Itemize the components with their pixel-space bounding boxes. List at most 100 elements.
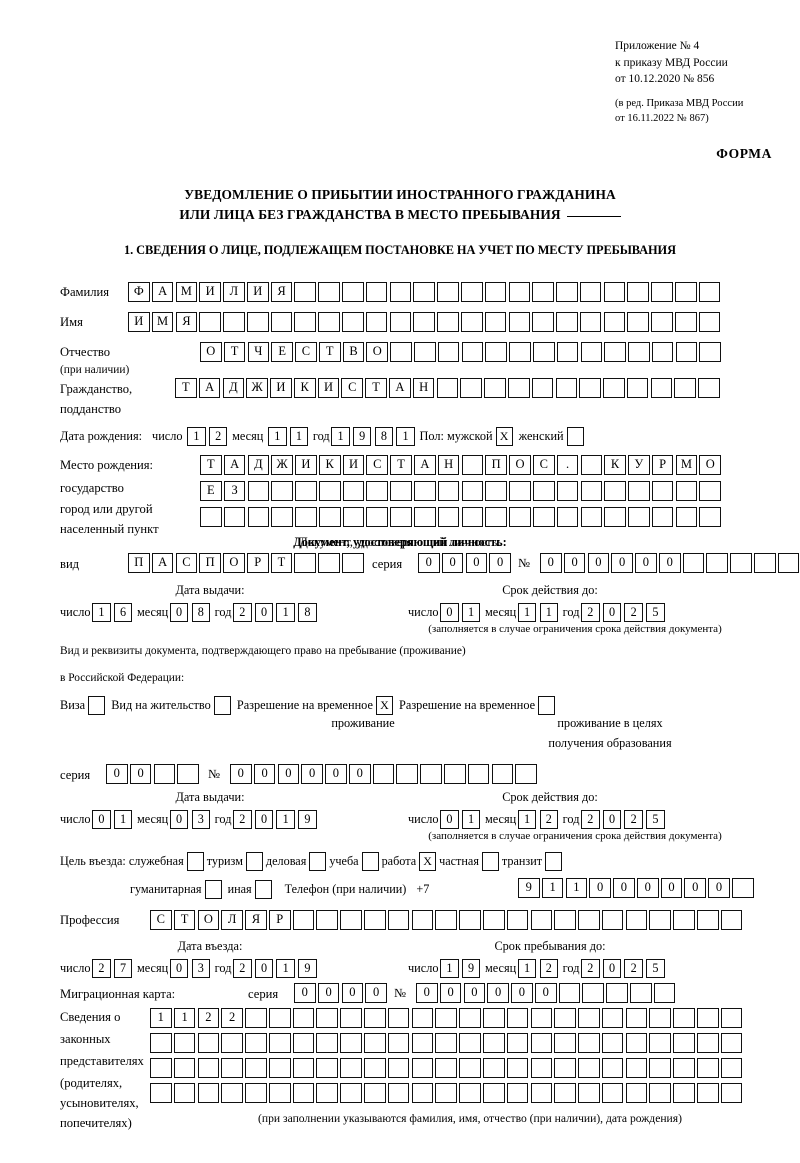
char-cell[interactable] <box>342 481 365 501</box>
char-cell[interactable] <box>485 342 507 362</box>
char-cell[interactable] <box>437 342 460 362</box>
char-cell[interactable] <box>221 1083 243 1103</box>
char-cell[interactable]: 0 <box>587 553 610 573</box>
char-cell[interactable] <box>675 342 698 362</box>
char-cell[interactable] <box>342 553 364 573</box>
char-cell[interactable] <box>506 1008 529 1028</box>
char-cell[interactable]: У <box>628 455 650 475</box>
char-cell[interactable]: 1 <box>150 1008 172 1028</box>
permit-valid-year[interactable]: 5 <box>646 809 665 829</box>
char-cell[interactable]: А <box>223 455 246 475</box>
temp-residence-checkbox[interactable]: X <box>375 695 393 715</box>
birth-day-digit[interactable]: 1 <box>187 426 206 446</box>
char-cell[interactable] <box>150 1033 172 1053</box>
char-cell[interactable] <box>626 378 649 398</box>
char-cell[interactable]: Т <box>365 378 387 398</box>
char-cell[interactable] <box>649 1083 671 1103</box>
entry-month[interactable]: 3 <box>191 958 210 978</box>
char-cell[interactable] <box>150 1083 172 1103</box>
char-cell[interactable] <box>720 910 743 930</box>
char-cell[interactable] <box>245 1083 267 1103</box>
char-cell[interactable] <box>698 312 721 332</box>
char-cell[interactable] <box>459 1058 481 1078</box>
char-cell[interactable]: Е <box>271 342 293 362</box>
char-cell[interactable] <box>295 481 317 501</box>
char-cell[interactable]: И <box>199 282 221 302</box>
char-cell[interactable]: 0 <box>441 553 464 573</box>
char-cell[interactable]: И <box>295 455 317 475</box>
char-cell[interactable]: 0 <box>106 764 128 784</box>
char-cell[interactable] <box>150 1058 172 1078</box>
doc-valid-day[interactable]: 0 <box>440 602 459 622</box>
char-cell[interactable] <box>173 1033 196 1053</box>
char-cell[interactable] <box>460 312 483 332</box>
char-cell[interactable] <box>628 507 650 527</box>
purpose-tourism-checkbox[interactable] <box>245 851 263 871</box>
char-cell[interactable]: А <box>151 553 174 573</box>
char-cell[interactable] <box>554 1033 576 1053</box>
char-cell[interactable] <box>292 1083 315 1103</box>
permit-valid-year[interactable]: 2 <box>624 809 643 829</box>
char-cell[interactable] <box>555 378 578 398</box>
purpose-business-checkbox[interactable] <box>309 851 327 871</box>
char-cell[interactable]: А <box>151 282 174 302</box>
char-cell[interactable] <box>435 1008 457 1028</box>
char-cell[interactable]: Н <box>437 455 460 475</box>
char-cell[interactable] <box>364 1058 386 1078</box>
char-cell[interactable]: М <box>675 455 698 475</box>
char-cell[interactable]: 0 <box>253 764 276 784</box>
char-cell[interactable] <box>316 910 339 930</box>
purpose-work-checkbox[interactable]: X <box>419 851 437 871</box>
char-cell[interactable]: 0 <box>489 553 511 573</box>
char-cell[interactable] <box>531 378 554 398</box>
char-cell[interactable] <box>340 1058 362 1078</box>
char-cell[interactable] <box>515 764 537 784</box>
char-cell[interactable]: 0 <box>487 983 509 1003</box>
char-cell[interactable]: Л <box>223 282 245 302</box>
char-cell[interactable] <box>247 481 270 501</box>
char-cell[interactable] <box>649 1033 671 1053</box>
char-cell[interactable] <box>342 312 364 332</box>
char-cell[interactable]: 0 <box>511 983 533 1003</box>
char-cell[interactable]: 0 <box>463 983 486 1003</box>
sex-female-checkbox[interactable] <box>566 426 584 446</box>
birth-month-digit[interactable]: 1 <box>268 426 287 446</box>
char-cell[interactable] <box>554 1083 576 1103</box>
char-cell[interactable] <box>389 282 412 302</box>
char-cell[interactable] <box>390 507 412 527</box>
char-cell[interactable] <box>413 282 435 302</box>
char-cell[interactable] <box>268 1083 291 1103</box>
doc-valid-year[interactable]: 2 <box>624 602 643 622</box>
char-cell[interactable] <box>604 342 626 362</box>
char-cell[interactable] <box>484 282 507 302</box>
char-cell[interactable]: 2 <box>221 1008 243 1028</box>
purpose-study-checkbox[interactable] <box>361 851 379 871</box>
char-cell[interactable] <box>578 1058 600 1078</box>
doc-valid-month[interactable]: 1 <box>517 602 537 622</box>
char-cell[interactable]: Т <box>173 910 196 930</box>
char-cell[interactable]: И <box>270 378 292 398</box>
char-cell[interactable] <box>366 481 389 501</box>
char-cell[interactable] <box>461 507 484 527</box>
char-cell[interactable]: Т <box>200 455 222 475</box>
char-cell[interactable]: 0 <box>418 553 440 573</box>
char-cell[interactable] <box>221 1058 243 1078</box>
char-cell[interactable]: О <box>509 455 531 475</box>
char-cell[interactable] <box>580 455 603 475</box>
purpose-humanitarian-checkbox[interactable] <box>204 879 222 899</box>
char-cell[interactable]: 0 <box>317 983 340 1003</box>
char-cell[interactable] <box>390 342 412 362</box>
char-cell[interactable] <box>436 378 459 398</box>
char-cell[interactable] <box>603 378 625 398</box>
char-cell[interactable] <box>554 910 576 930</box>
char-cell[interactable]: 0 <box>325 764 347 784</box>
entry-day[interactable]: 2 <box>92 958 111 978</box>
char-cell[interactable]: 0 <box>635 553 657 573</box>
entry-month[interactable]: 0 <box>169 958 189 978</box>
permit-issue-day[interactable]: 0 <box>92 809 111 829</box>
char-cell[interactable] <box>411 1033 434 1053</box>
